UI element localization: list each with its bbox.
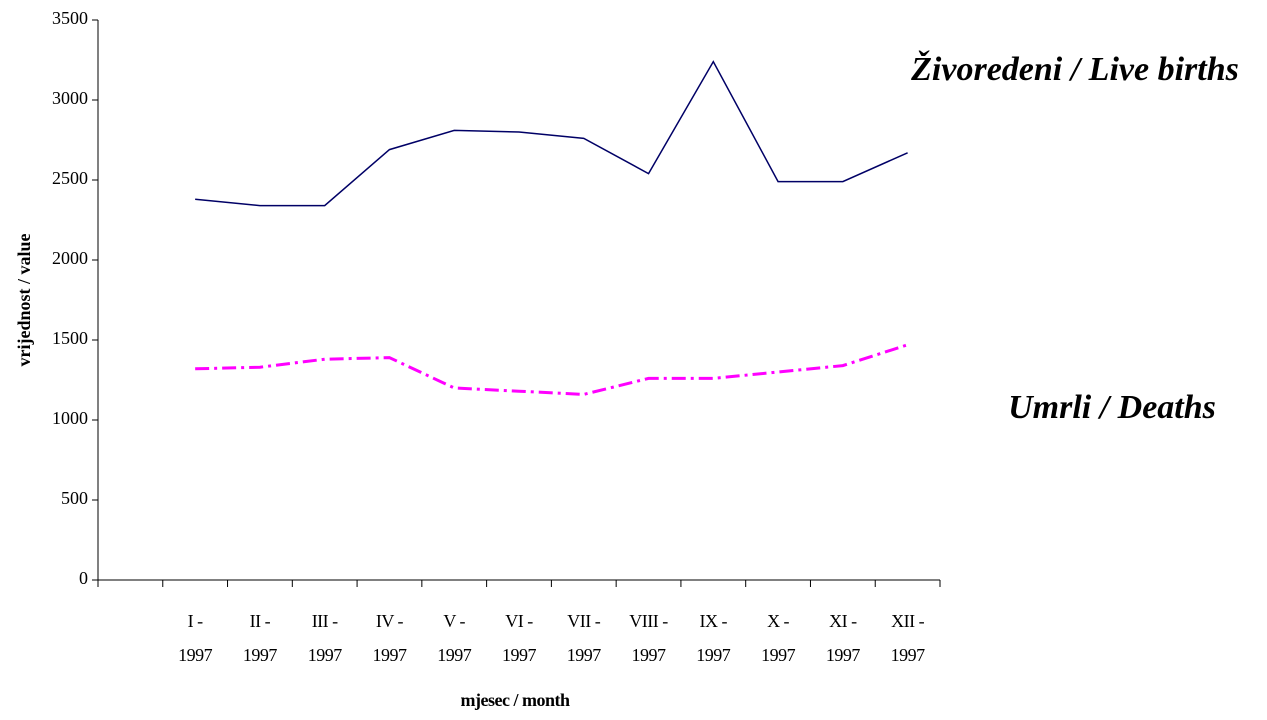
series-line	[195, 343, 909, 396]
y-tick-label: 2000	[52, 248, 88, 268]
x-tick-label: III - 1997	[307, 611, 343, 665]
x-tick-label: X - 1997	[761, 611, 796, 665]
y-axis-label: vrijednost / value	[14, 233, 34, 366]
x-tick-label: I - 1997	[178, 611, 213, 665]
x-tick-label: XII - 1997	[890, 611, 926, 665]
y-tick-label: 2500	[52, 168, 88, 188]
x-axis-label: mjesec / month	[461, 690, 570, 710]
x-tick-label: V - 1997	[437, 611, 472, 665]
y-tick-label: 500	[61, 488, 88, 508]
series-label: Umrli / Deaths	[1008, 389, 1216, 426]
x-tick-label: VI - 1997	[502, 611, 537, 665]
y-tick-label: 3500	[52, 8, 88, 28]
x-tick-label: II - 1997	[242, 611, 278, 665]
x-tick-label: IX - 1997	[696, 611, 731, 665]
series-line	[195, 60, 908, 207]
series-label: Živoredeni / Live births	[910, 50, 1239, 88]
x-tick-label: VIII - 1997	[629, 611, 668, 665]
y-tick-label: 0	[79, 568, 88, 588]
x-tick-label: XI - 1997	[825, 611, 861, 665]
y-tick-label: 1500	[52, 328, 88, 348]
x-tick-label: VII - 1997	[566, 611, 602, 665]
x-tick-label: IV - 1997	[372, 611, 407, 665]
y-tick-label: 3000	[52, 88, 88, 108]
y-tick-label: 1000	[52, 408, 88, 428]
